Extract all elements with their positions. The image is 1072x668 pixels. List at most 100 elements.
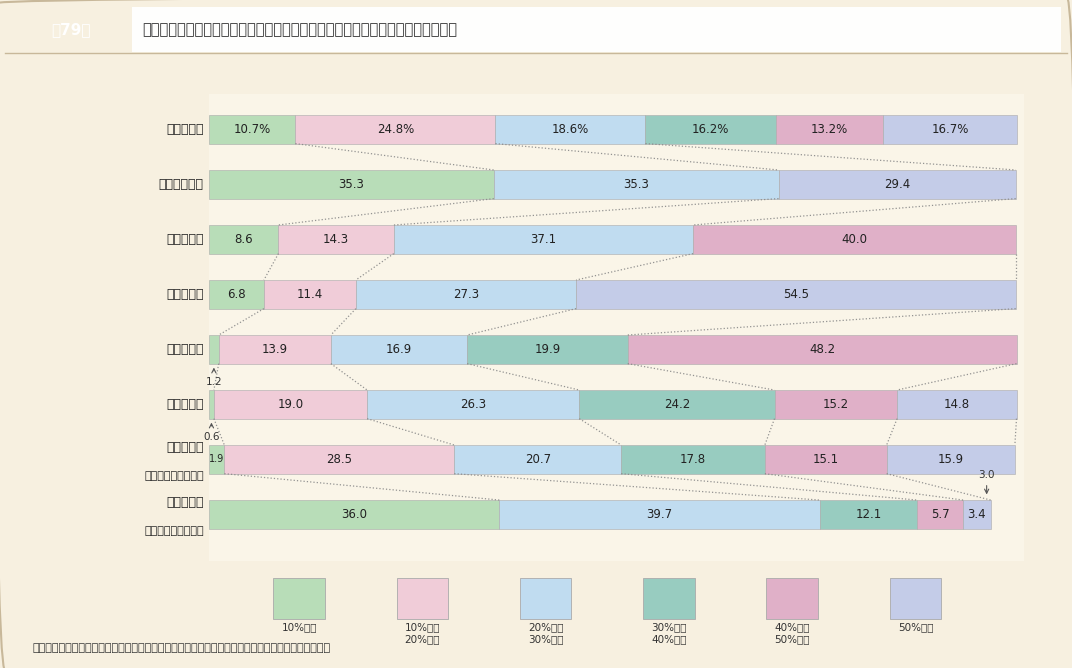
Bar — [778, 170, 1015, 198]
Bar — [964, 500, 991, 528]
Text: 20%未満: 20%未満 — [404, 634, 441, 644]
Text: 54.5: 54.5 — [783, 288, 809, 301]
Text: 15.2: 15.2 — [822, 398, 849, 411]
Text: 15.9: 15.9 — [938, 453, 964, 466]
Bar — [367, 390, 579, 419]
Text: 16.2%: 16.2% — [693, 123, 729, 136]
Bar — [219, 335, 331, 363]
Text: 〔人口１万人以上〕: 〔人口１万人以上〕 — [144, 472, 204, 482]
Text: 特　例　市: 特 例 市 — [166, 288, 204, 301]
Text: 小　都　市: 小 都 市 — [166, 398, 204, 411]
Bar — [897, 390, 1016, 419]
Bar — [331, 335, 467, 363]
Bar — [209, 390, 214, 419]
Text: 5.7: 5.7 — [930, 508, 950, 521]
Bar — [764, 445, 887, 474]
Bar — [882, 115, 1017, 144]
Text: 6.8: 6.8 — [227, 288, 245, 301]
Bar — [693, 225, 1015, 254]
Bar — [356, 280, 576, 309]
Text: 中　都　市: 中 都 市 — [166, 343, 204, 356]
Text: 39.7: 39.7 — [646, 508, 672, 521]
Text: 3.4: 3.4 — [968, 508, 986, 521]
Bar — [918, 500, 964, 528]
Bar — [622, 445, 764, 474]
Bar — [209, 225, 279, 254]
Text: （注）「市町村合計」は、政令指定都市、中核市、特例市、中都市、小都市及び町村の合計である。: （注）「市町村合計」は、政令指定都市、中核市、特例市、中都市、小都市及び町村の合… — [32, 643, 330, 653]
Bar — [576, 280, 1015, 309]
Bar — [209, 280, 264, 309]
Bar — [214, 390, 367, 419]
Text: 16.9: 16.9 — [386, 343, 412, 356]
Text: 19.0: 19.0 — [278, 398, 303, 411]
Text: 10%未満: 10%未満 — [281, 623, 317, 633]
Text: 13.2%: 13.2% — [810, 123, 848, 136]
Bar — [224, 445, 455, 474]
Text: 50%未満: 50%未満 — [774, 634, 810, 644]
Text: 20.7: 20.7 — [524, 453, 551, 466]
Text: 17.8: 17.8 — [680, 453, 706, 466]
Text: 16.7%: 16.7% — [932, 123, 969, 136]
Text: 12.1: 12.1 — [855, 508, 881, 521]
Text: 27.3: 27.3 — [452, 288, 479, 301]
Text: 町　　　村: 町 村 — [166, 496, 204, 509]
Bar — [393, 225, 693, 254]
Bar — [455, 445, 622, 474]
Bar — [264, 280, 356, 309]
Text: 37.1: 37.1 — [531, 233, 556, 246]
Text: 24.2: 24.2 — [664, 398, 690, 411]
Text: 35.3: 35.3 — [339, 178, 364, 191]
Text: 〔人口１万人未満〕: 〔人口１万人未満〕 — [144, 526, 204, 536]
Text: 団体規模別地方税の歳入総額に占める割合の状況（人口１人当たり額の構成比）: 団体規模別地方税の歳入総額に占める割合の状況（人口１人当たり額の構成比） — [142, 22, 457, 37]
Bar — [774, 390, 897, 419]
Text: 24.8%: 24.8% — [376, 123, 414, 136]
Text: 26.3: 26.3 — [460, 398, 487, 411]
Text: 28.5: 28.5 — [326, 453, 353, 466]
Bar — [209, 445, 224, 474]
Bar — [279, 225, 393, 254]
Bar — [209, 335, 219, 363]
Bar — [209, 115, 296, 144]
Text: 1.2: 1.2 — [206, 369, 222, 387]
Text: 1.9: 1.9 — [209, 454, 224, 464]
Text: 8.6: 8.6 — [235, 233, 253, 246]
Bar — [820, 500, 918, 528]
Bar — [628, 335, 1016, 363]
Text: 30%以上: 30%以上 — [651, 623, 687, 633]
Bar — [296, 115, 495, 144]
Text: 19.9: 19.9 — [534, 343, 561, 356]
Text: 町　　　村: 町 村 — [166, 441, 204, 454]
Text: 13.9: 13.9 — [262, 343, 288, 356]
Bar — [209, 500, 500, 528]
Text: 50%以上: 50%以上 — [897, 623, 934, 633]
Bar — [494, 170, 778, 198]
Bar — [467, 335, 628, 363]
Text: 14.8: 14.8 — [943, 398, 970, 411]
Text: 29.4: 29.4 — [884, 178, 910, 191]
Text: 40%以上: 40%以上 — [774, 623, 810, 633]
Text: 40%未満: 40%未満 — [651, 634, 687, 644]
Text: 中　核　市: 中 核 市 — [166, 233, 204, 246]
Text: 市町村合計: 市町村合計 — [166, 123, 204, 136]
Text: 11.4: 11.4 — [297, 288, 323, 301]
Text: 15.1: 15.1 — [813, 453, 838, 466]
Text: 35.3: 35.3 — [623, 178, 650, 191]
Text: 36.0: 36.0 — [341, 508, 368, 521]
Text: 14.3: 14.3 — [323, 233, 349, 246]
Text: 3.0: 3.0 — [979, 470, 995, 493]
Text: 0.6: 0.6 — [204, 424, 220, 442]
Text: 48.2: 48.2 — [809, 343, 835, 356]
Text: 18.6%: 18.6% — [552, 123, 589, 136]
Text: 10%以上: 10%以上 — [404, 623, 441, 633]
Text: 政令指定都市: 政令指定都市 — [159, 178, 204, 191]
Bar — [887, 445, 1015, 474]
Bar — [495, 115, 645, 144]
Bar — [209, 170, 494, 198]
Bar — [776, 115, 882, 144]
Bar — [132, 7, 1061, 52]
Text: 20%以上: 20%以上 — [527, 623, 564, 633]
Bar — [579, 390, 774, 419]
Text: 第79図: 第79図 — [51, 22, 91, 37]
Bar — [645, 115, 776, 144]
Text: 10.7%: 10.7% — [234, 123, 271, 136]
